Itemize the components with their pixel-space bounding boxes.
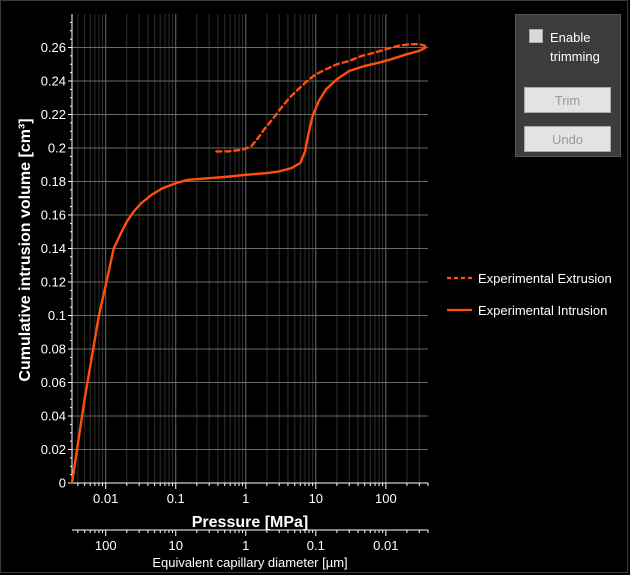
x-axis-title: Pressure [MPa] <box>192 514 309 531</box>
major-gridlines <box>72 14 428 483</box>
enable-trimming-label: Enable trimming <box>550 30 600 64</box>
y-tick-label: 0.16 <box>41 208 66 223</box>
x-axis-ticks: 0.01 0.1 1 10 100 <box>77 483 429 506</box>
secondary-x-axis-title: Equivalent capillary diameter [µm] <box>152 555 347 570</box>
legend: Experimental Extrusion Experimental Intr… <box>447 262 627 326</box>
y-tick-label: 0.04 <box>41 409 66 424</box>
x-tick-label: 0.01 <box>93 491 118 506</box>
secondary-x-tick-label: 1 <box>242 538 249 553</box>
y-tick-label: 0.1 <box>48 308 66 323</box>
secondary-x-axis-ticks: 100 10 1 0.1 0.01 <box>77 530 429 553</box>
y-tick-label: 0 <box>59 476 66 491</box>
y-tick-label: 0.18 <box>41 174 66 189</box>
y-tick-label: 0.22 <box>41 107 66 122</box>
legend-item-extrusion: Experimental Extrusion <box>447 262 627 294</box>
x-tick-label: 100 <box>375 491 397 506</box>
y-axis-title: Cumulative intrusion volume [cm³] <box>17 118 34 381</box>
x-tick-label: 10 <box>309 491 323 506</box>
secondary-x-tick-label: 0.1 <box>307 538 325 553</box>
trim-button[interactable]: Trim <box>524 87 611 113</box>
y-tick-label: 0.08 <box>41 342 66 357</box>
y-tick-label: 0.06 <box>41 375 66 390</box>
trim-panel: Enable trimming Trim Undo <box>515 14 621 157</box>
legend-swatch-solid <box>447 305 472 315</box>
y-tick-label: 0.24 <box>41 74 66 89</box>
legend-item-intrusion: Experimental Intrusion <box>447 294 627 326</box>
extrusion-series-line <box>215 43 426 153</box>
y-tick-label: 0.2 <box>48 141 66 156</box>
secondary-x-tick-label: 100 <box>95 538 117 553</box>
legend-label-intrusion: Experimental Intrusion <box>478 302 608 318</box>
intrusion-series-line <box>70 46 427 485</box>
secondary-x-tick-label: 10 <box>169 538 183 553</box>
y-tick-label: 0.26 <box>41 40 66 55</box>
y-tick-label: 0.02 <box>41 442 66 457</box>
secondary-x-tick-label: 0.01 <box>373 538 398 553</box>
x-tick-label: 1 <box>242 491 249 506</box>
legend-label-extrusion: Experimental Extrusion <box>478 270 612 286</box>
legend-swatch-dashed <box>447 273 472 283</box>
x-tick-label: 0.1 <box>167 491 185 506</box>
series-lines <box>70 43 427 485</box>
y-tick-label: 0.12 <box>41 275 66 290</box>
y-tick-label: 0.14 <box>41 241 66 256</box>
y-axis-ticks: 0 0.02 0.04 0.06 0.08 0.1 0.12 0.14 0.16 0.18 0.2 0… <box>41 21 72 491</box>
undo-button[interactable]: Undo <box>524 126 611 152</box>
enable-trimming-checkbox[interactable] <box>529 29 543 43</box>
